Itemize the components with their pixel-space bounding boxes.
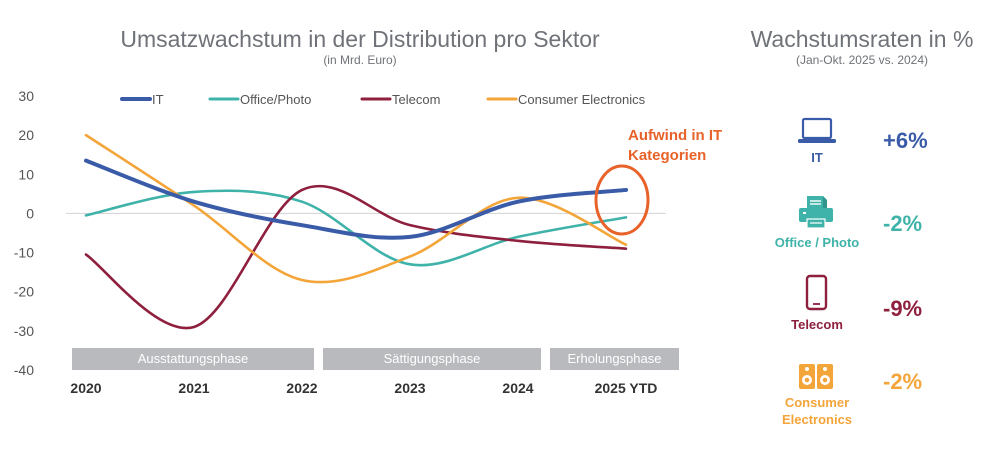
x-tick-label: 2021 <box>178 380 209 396</box>
y-tick-label: 20 <box>18 127 34 143</box>
y-tick-label: -10 <box>14 245 34 261</box>
series-line-telecom <box>84 184 628 330</box>
chart-title: Umsatzwachstum in der Distribution pro S… <box>120 26 600 52</box>
y-tick-label: -20 <box>14 284 34 300</box>
y-tick-label: 30 <box>18 88 34 104</box>
annotation-line-1: Aufwind in IT <box>628 127 723 144</box>
y-tick-label: -40 <box>14 362 34 378</box>
x-tick-label: 2022 <box>286 380 317 396</box>
annotation-it-upturn: Aufwind in IT Kategorien <box>628 126 722 166</box>
kpi-it-value: +6% <box>883 128 928 153</box>
kpi-office-value: -2% <box>883 211 923 236</box>
printer-icon <box>799 196 833 229</box>
smartphone-icon <box>805 274 828 311</box>
y-tick-label: 0 <box>26 205 34 221</box>
y-tick-label: -30 <box>14 323 34 339</box>
kpi-ce-label: Consumer Electronics <box>757 394 877 428</box>
series-line-ce <box>84 133 628 284</box>
kpi-ce-value: -2% <box>883 369 923 394</box>
laptop-icon <box>798 117 836 143</box>
series-line-it <box>84 158 628 240</box>
y-tick-label: 10 <box>18 166 34 182</box>
growth-title: Wachstumsraten in % <box>750 26 974 52</box>
phase-saettigung: Sättigungsphase <box>323 348 541 370</box>
kpi-office-label: Office / Photo <box>774 235 860 250</box>
kpi-ce-label-line-1: Consumer <box>784 395 850 410</box>
x-tick-label: 2020 <box>70 380 101 396</box>
kpi-telecom-value: -9% <box>883 296 923 321</box>
highlight-ellipse <box>594 164 650 236</box>
growth-subtitle: (Jan-Okt. 2025 vs. 2024) <box>795 53 929 67</box>
legend-label-ce: Consumer Electronics <box>518 92 646 107</box>
kpi-telecom-label: Telecom <box>791 317 843 332</box>
x-tick-label: 2023 <box>394 380 425 396</box>
legend-label-it: IT <box>152 92 164 107</box>
phase-ausstattung: Ausstattungsphase <box>72 348 314 370</box>
kpi-ce-label-line-2: Electronics <box>781 412 853 427</box>
kpi-it-label: IT <box>811 150 823 165</box>
phase-erholung: Erholungsphase <box>550 348 679 370</box>
legend-label-office: Office/Photo <box>240 92 311 107</box>
speaker-icon <box>799 364 833 389</box>
annotation-line-2: Kategorien <box>628 147 707 164</box>
chart-subtitle: (in Mrd. Euro) <box>323 53 397 67</box>
x-tick-label: 2025 YTD <box>595 380 658 396</box>
legend-label-telecom: Telecom <box>392 92 440 107</box>
x-tick-label: 2024 <box>502 380 533 396</box>
